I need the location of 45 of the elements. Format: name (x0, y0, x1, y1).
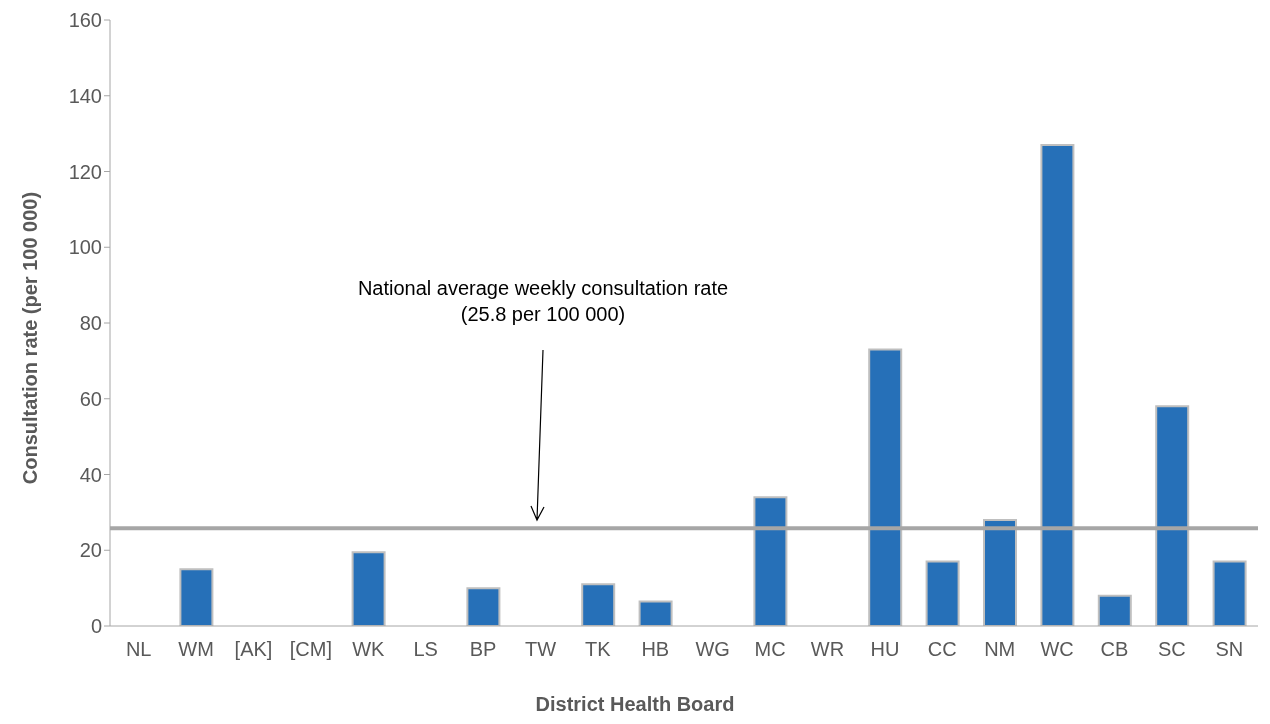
x-tick-label: WM (178, 638, 214, 661)
x-tick-label: HU (870, 638, 900, 661)
bar (466, 587, 501, 626)
y-tick-label: 60 (79, 387, 102, 410)
bar (1155, 405, 1190, 626)
x-tick-label: MC (754, 638, 786, 661)
bar (1212, 560, 1247, 626)
x-tick-label: SN (1215, 638, 1244, 661)
x-tick-label: WK (352, 638, 386, 661)
x-tick-label: [CM] (289, 638, 333, 661)
y-tick-label: 160 (68, 9, 102, 32)
bar (925, 560, 960, 626)
y-tick-label: 100 (68, 236, 102, 259)
bar (868, 348, 903, 626)
x-tick-label: WR (810, 638, 845, 661)
x-axis-title: District Health Board (534, 693, 736, 716)
x-tick-label: CC (927, 638, 957, 661)
bar (351, 551, 386, 626)
y-tick-label: 80 (79, 312, 102, 335)
x-tick-label: CB (1100, 638, 1129, 661)
x-tick-label: BP (469, 638, 497, 661)
bar (638, 600, 673, 626)
bar (1040, 143, 1075, 626)
x-tick-label: WG (695, 638, 730, 661)
y-tick-label: 0 (90, 615, 102, 638)
y-tick-label: 120 (68, 160, 102, 183)
x-tick-label: SC (1158, 638, 1186, 661)
x-tick-label: [AK] (234, 638, 273, 661)
x-tick-label: NM (984, 638, 1016, 661)
bar (1097, 594, 1132, 626)
x-tick-label: TW (524, 638, 557, 661)
bar (983, 518, 1017, 626)
bar (179, 568, 214, 626)
x-tick-label: TK (585, 638, 612, 661)
y-tick-label: 40 (79, 463, 102, 486)
bar (581, 583, 616, 626)
x-tick-label: LS (413, 638, 438, 661)
x-tick-label: HB (641, 638, 670, 661)
y-tick-label: 20 (79, 539, 102, 562)
x-tick-label: WC (1040, 638, 1074, 661)
bar (753, 496, 788, 626)
x-tick-label: NL (125, 638, 152, 661)
annotation: National average weekly consultation rate (25.8 per 100 000) (356, 276, 730, 327)
y-tick-label: 140 (68, 84, 102, 107)
y-axis-title: Consultation rate (per 100 000) (18, 191, 42, 485)
